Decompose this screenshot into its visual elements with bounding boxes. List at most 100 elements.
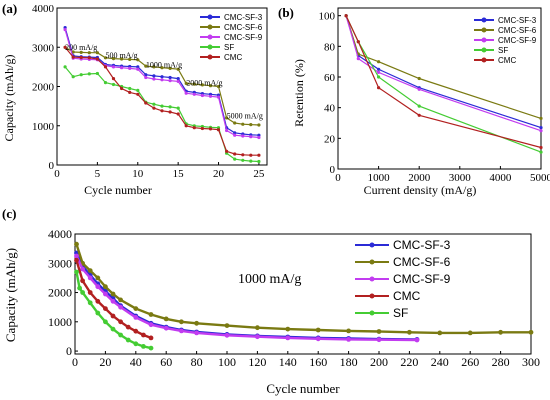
panel-c-series-point — [148, 345, 154, 351]
panel-c-xtick-label: 180 — [340, 355, 358, 369]
panel-b-legend-label: SF — [498, 46, 508, 55]
panel-b-series-point — [539, 129, 543, 133]
panel-a-series-point — [208, 127, 213, 131]
panel-a-series-point — [233, 121, 237, 125]
panel-c-series-point — [133, 341, 139, 347]
panel-b-plot-frame — [337, 7, 542, 170]
panel-c-series-point — [179, 328, 184, 334]
panel-b-xtick-label: 0 — [335, 172, 341, 184]
panel-b-letter: (b) — [278, 5, 294, 20]
panel-b-series-point — [344, 14, 348, 18]
panel-b-series-point — [539, 126, 543, 130]
panel-c-series-point — [133, 306, 139, 311]
panel-a-series-point — [249, 135, 253, 139]
panel-c-plot-frame — [74, 233, 532, 355]
panel-c-series-point — [148, 335, 154, 341]
panel-c-series-point — [133, 315, 139, 320]
panel-a-series-point — [71, 75, 75, 79]
panel-c-series-point — [118, 297, 123, 303]
panel-c-legend-marker — [369, 276, 375, 282]
panel-a-legend-label: CMC-SF-6 — [224, 23, 263, 32]
panel-a-series-point — [111, 57, 116, 61]
panel-a-ytick-label: 3000 — [32, 42, 55, 54]
panel-b-series-point — [417, 87, 421, 91]
panel-a-series-point — [136, 88, 140, 92]
panel-a-series-point — [192, 92, 196, 96]
panel-c-series-point — [118, 332, 123, 338]
panel-b: (b) 0 1000 2000 3000 4000 5000 0 20 40 60 80 100 CMC… — [278, 5, 550, 197]
panel-a-series-point — [95, 57, 99, 61]
panel-b-series-point — [539, 145, 543, 150]
panel-c-series-point — [77, 285, 82, 291]
panel-c-series-point — [141, 344, 146, 349]
panel-a-series-point — [87, 56, 91, 60]
panel-a-series-point — [208, 84, 213, 88]
panel-c-series-point — [467, 330, 473, 336]
panel-b-ytick-label: 40 — [324, 103, 336, 115]
panel-a-series-point — [160, 66, 164, 70]
panel-c-legend-label: CMC-SF-9 — [393, 272, 451, 286]
panel-a-series-point — [120, 86, 124, 91]
panel-a-ytick-label: 2000 — [32, 82, 55, 94]
panel-b-xtick-label: 5000 — [530, 172, 550, 184]
panel-a-xtick-label: 0 — [54, 168, 60, 180]
panel-a-series-point — [208, 94, 213, 98]
panel-a-series-point — [79, 50, 83, 55]
panel-c-series-point — [148, 322, 154, 328]
panel-c-series-point — [80, 290, 85, 295]
panel-c-series-point — [103, 284, 108, 290]
panel-a-series-point — [225, 116, 229, 120]
panel-c-series-point — [103, 291, 108, 297]
panel-b-ytick-label: 20 — [324, 133, 336, 145]
panel-c-xtick-label: 280 — [492, 355, 510, 369]
panel-c-xtick-label: 140 — [279, 355, 297, 369]
panel-c: (c) 0 20 40 60 80 100 120 140 160 180 200 220 240 260… — [2, 206, 540, 396]
panel-c-series-point — [285, 335, 291, 341]
panel-a-rate-label: 1000 mA/g — [146, 60, 182, 69]
panel-a-series-point — [184, 124, 188, 128]
panel-a-legend-label: CMC — [224, 53, 242, 62]
panel-a-series-point — [95, 71, 99, 76]
panel-a-series-point — [144, 101, 148, 105]
panel-c-series-point — [103, 319, 108, 325]
panel-a-rate-label: 200 mA/g — [65, 43, 97, 52]
panel-b-ytick-label: 100 — [319, 11, 336, 23]
panel-a-series-point — [152, 106, 156, 110]
panel-c-xtick-label: 40 — [130, 355, 142, 369]
panel-c-series-point — [141, 332, 146, 338]
panel-a-rate-label: 500 mA/g — [105, 51, 137, 60]
panel-a-series-point — [160, 109, 164, 113]
panel-a-series-point — [71, 55, 75, 59]
panel-a-series-point — [160, 75, 164, 79]
panel-c-series-point — [315, 327, 321, 333]
panel-a-series-point — [184, 91, 188, 95]
panel-a-series-point — [79, 73, 83, 77]
panel-c-series-point — [133, 328, 139, 334]
panel-a-series-point — [184, 81, 188, 85]
panel-c-series-point — [95, 298, 101, 304]
panel-c-xtick-label: 120 — [248, 355, 266, 369]
panel-c-series-point — [346, 328, 351, 334]
panel-a-series-point — [103, 65, 108, 69]
panel-b-series-point — [539, 150, 543, 154]
panel-a-series-point — [136, 92, 140, 96]
panel-a-legend-marker — [207, 44, 213, 50]
panel-c-series-point — [95, 310, 101, 316]
panel-a-plot: 0 5 10 15 20 25 0 1000 2000 3000 4000 200 mA/g 500 m… — [32, 3, 268, 180]
panel-c-legend-label: CMC-SF-6 — [393, 255, 451, 269]
panel-a-series-point — [144, 75, 148, 80]
panel-b-legend-label: CMC-SF-9 — [498, 36, 537, 45]
panel-c-series-point — [376, 337, 382, 343]
panel-a-xtick-label: 15 — [173, 168, 185, 180]
panel-a-ytick-label: 1000 — [32, 121, 55, 133]
panel-a-series-point — [241, 122, 245, 126]
panel-a-legend-marker — [207, 14, 213, 20]
panel-a-series-point — [128, 90, 132, 94]
panel-b-ytick-label: 80 — [324, 41, 336, 53]
panel-c-xtick-label: 260 — [461, 355, 479, 369]
panel-a-series-point — [120, 57, 124, 61]
panel-a-legend-marker — [207, 24, 213, 30]
panel-c-xtick-label: 200 — [370, 355, 388, 369]
panel-a-series-point — [136, 58, 140, 62]
panel-c-series-point — [74, 253, 79, 259]
